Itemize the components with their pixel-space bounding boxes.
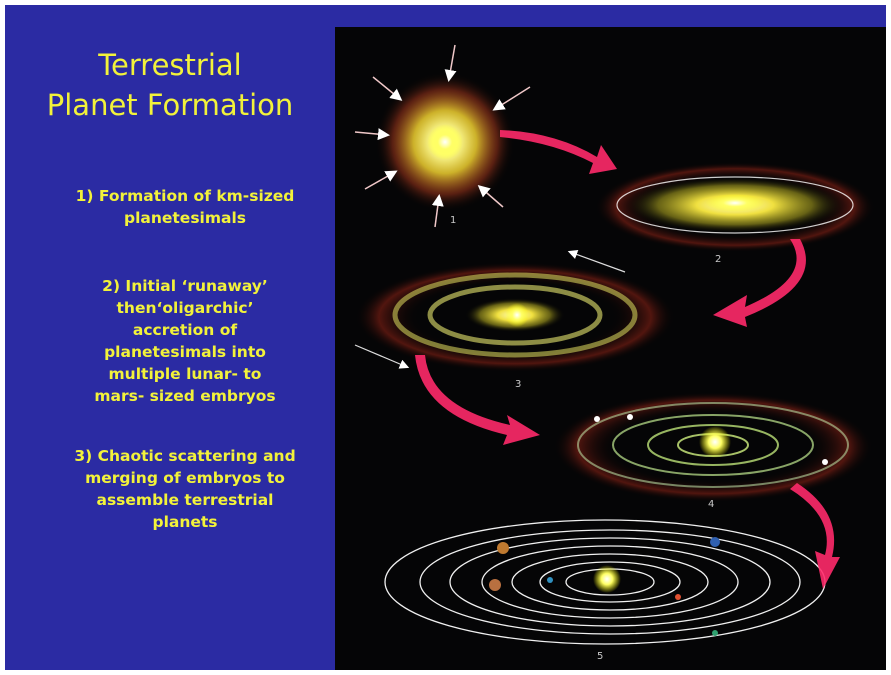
bullet-2-line: mars- sized embryos [50, 385, 320, 407]
stage-3-rings [355, 252, 675, 372]
bullet-2: 2) Initial ‘runaway’ then‘oligarchic’ ac… [50, 275, 320, 407]
bullet-2-line: then‘oligarchic’ [50, 297, 320, 319]
stage-label-2: 2 [715, 254, 721, 265]
formation-illustration: 1 2 3 [335, 27, 886, 670]
bullet-1: 1) Formation of km-sized planetesimals [50, 185, 320, 229]
arrow-1-to-2 [500, 130, 617, 174]
bullet-2-line: 2) Initial ‘runaway’ [50, 275, 320, 297]
stage-4-embryos [553, 392, 873, 502]
bullet-1-line: 1) Formation of km-sized [50, 185, 320, 207]
planet-neptune [710, 537, 720, 547]
slide-title: Terrestrial Planet Formation [5, 45, 335, 125]
planet-jupiter [497, 542, 509, 554]
sun [593, 565, 621, 593]
bullet-2-line: multiple lunar- to [50, 363, 320, 385]
stage-label-3: 3 [515, 379, 521, 390]
arrow-2-to-3 [713, 239, 806, 327]
slide: Terrestrial Planet Formation 1) Formatio… [5, 5, 886, 670]
stage-label-1: 1 [450, 215, 456, 226]
bullet-3-line: 3) Chaotic scattering and [50, 445, 320, 467]
stage-label-5: 5 [597, 651, 603, 662]
planet-saturn [489, 579, 501, 591]
stage-label-4: 4 [708, 499, 714, 510]
bullet-3-line: assemble terrestrial [50, 489, 320, 511]
bullet-3: 3) Chaotic scattering and merging of emb… [50, 445, 320, 533]
bullet-2-line: accretion of [50, 319, 320, 341]
formation-svg: 1 2 3 [335, 27, 886, 670]
planet-mars [675, 594, 681, 600]
title-line-1: Terrestrial [5, 45, 335, 85]
planet-uranus [712, 630, 718, 636]
stage-2-disk [595, 162, 875, 252]
bullet-3-line: merging of embryos to [50, 467, 320, 489]
bullet-3-line: planets [50, 511, 320, 533]
bullet-1-line: planetesimals [50, 207, 320, 229]
bullet-2-line: planetesimals into [50, 341, 320, 363]
title-line-2: Planet Formation [5, 85, 335, 125]
planet-earth [547, 577, 553, 583]
